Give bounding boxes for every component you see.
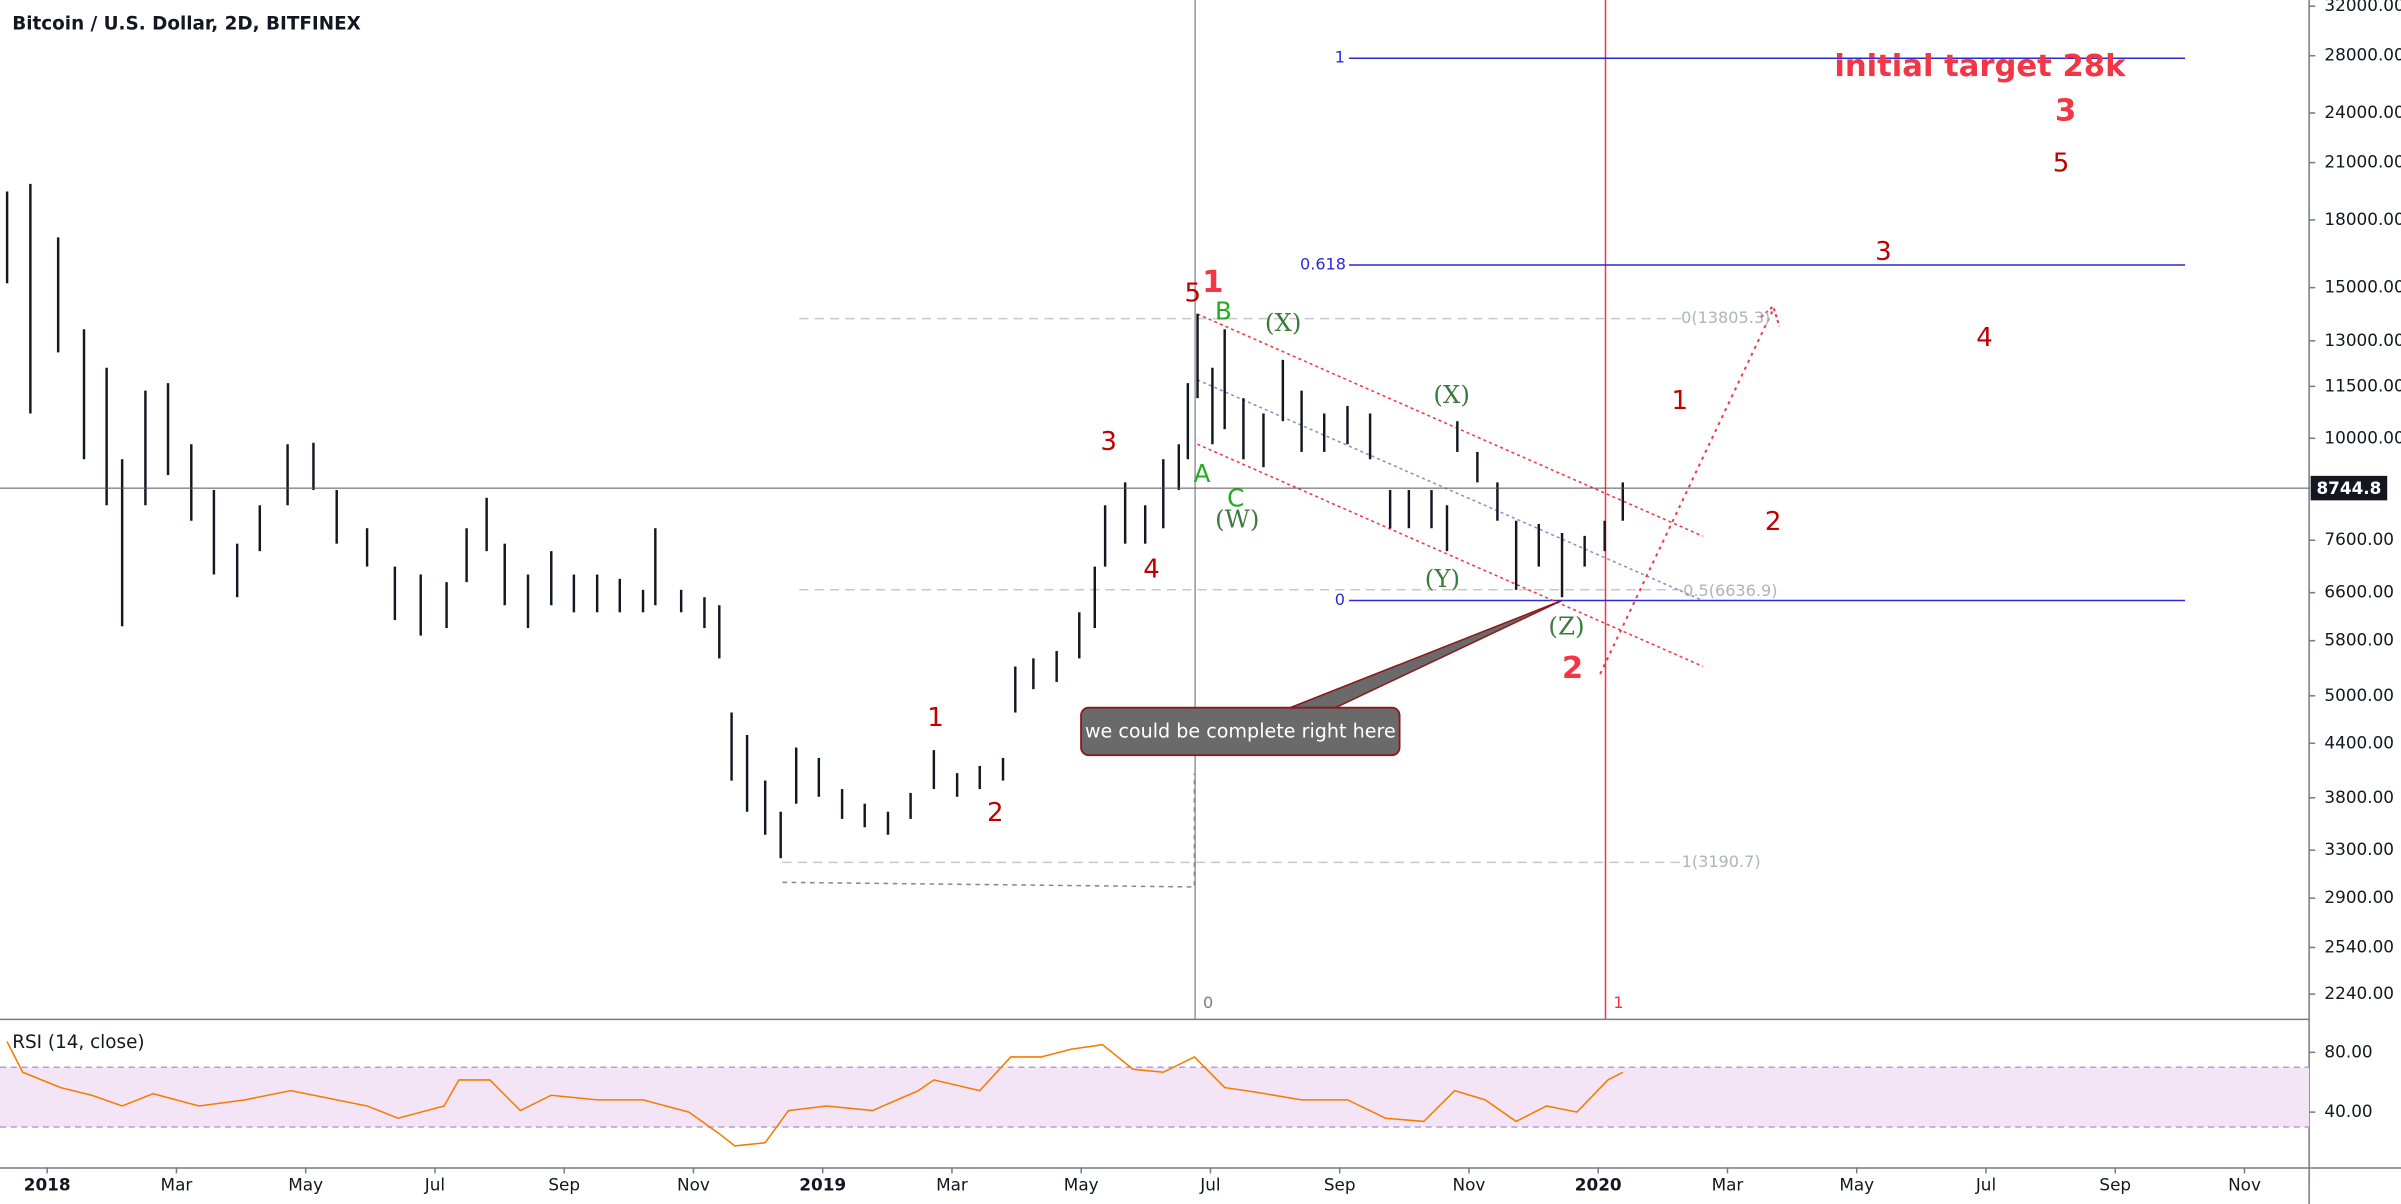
channel-line	[1197, 313, 1704, 537]
y-tick-label: 18000.00	[2324, 209, 2401, 229]
y-tick-label: 28000.00	[2324, 45, 2401, 65]
x-tick-label: May	[1839, 1175, 1874, 1195]
y-tick-label: 2900.00	[2324, 887, 2394, 907]
y-tick-label: 21000.00	[2324, 152, 2401, 172]
wave-label: C	[1227, 483, 1244, 512]
fib-label: 0.5(6636.9)	[1683, 581, 1777, 600]
y-tick-label: 7600.00	[2324, 529, 2394, 549]
vline-label: 1	[1613, 993, 1623, 1012]
y-tick-label: 11500.00	[2324, 375, 2401, 395]
wave-label: (Y)	[1425, 564, 1460, 593]
x-tick-label: Mar	[161, 1175, 193, 1195]
y-tick-label: 5000.00	[2324, 685, 2394, 705]
rsi-title: RSI (14, close)	[12, 1032, 144, 1053]
channel-line	[1197, 443, 1704, 668]
wave-label: (W)	[1215, 504, 1259, 533]
y-tick-label: 15000.00	[2324, 277, 2401, 297]
price-bars	[5, 183, 1625, 859]
last-price-label: 8744.8	[2316, 478, 2381, 498]
wave-label: initial target 28k	[1834, 49, 2126, 84]
dashed-connector	[782, 773, 1196, 888]
x-tick-label: Sep	[2099, 1175, 2131, 1195]
x-tick-label: Nov	[1453, 1175, 1486, 1195]
x-tick-label: Jul	[424, 1175, 445, 1195]
x-tick-label: 2018	[24, 1175, 71, 1195]
wave-label: 1	[927, 703, 944, 733]
y-tick-label: 40.00	[2324, 1101, 2372, 1121]
x-tick-label: Jul	[1975, 1175, 1996, 1195]
wave-label: 1	[1202, 265, 1223, 300]
x-tick-label: Nov	[677, 1175, 710, 1195]
fib-label: 1(3190.7)	[1682, 852, 1761, 871]
wave-label: 5	[2053, 148, 2070, 178]
fib-label: 0(13805.3)	[1681, 308, 1770, 327]
y-tick-label: 24000.00	[2324, 102, 2401, 122]
x-tick-label: Jul	[1199, 1175, 1220, 1195]
y-tick-label: 10000.00	[2324, 427, 2401, 447]
x-tick-label: Sep	[548, 1175, 580, 1195]
wave-label: (X)	[1265, 308, 1302, 337]
y-tick-label: 6600.00	[2324, 582, 2394, 602]
y-tick-label: 2540.00	[2324, 936, 2394, 956]
wave-label: 1	[1672, 386, 1689, 416]
fib-label: 1	[1335, 48, 1345, 67]
wave-label: (Z)	[1548, 612, 1584, 641]
x-tick-label: May	[1064, 1175, 1099, 1195]
x-tick-label: Nov	[2228, 1175, 2261, 1195]
wave-label: B	[1215, 296, 1232, 325]
wave-label: 3	[1875, 237, 1892, 267]
wave-label: A	[1194, 459, 1211, 488]
x-tick-label: Mar	[1712, 1175, 1744, 1195]
x-tick-label: Mar	[936, 1175, 968, 1195]
x-tick-label: 2020	[1575, 1175, 1622, 1195]
wave-label: (X)	[1433, 380, 1470, 409]
callout-text: we could be complete right here	[1085, 720, 1396, 743]
rsi-band	[0, 1067, 2310, 1128]
callout-box	[1080, 706, 1401, 757]
wave-label: 3	[1100, 427, 1117, 457]
fib-label: 0	[1335, 590, 1345, 609]
wave-label: 3	[2055, 93, 2076, 128]
wave-label: 5	[1185, 279, 1202, 309]
wave-label: 4	[1976, 323, 1993, 353]
y-tick-label: 2240.00	[2324, 983, 2394, 1003]
fib-label: 0.618	[1300, 255, 1346, 274]
y-tick-label: 4400.00	[2324, 732, 2394, 752]
wave-label: 2	[1765, 507, 1782, 537]
y-tick-label: 13000.00	[2324, 330, 2401, 350]
chart-title: Bitcoin / U.S. Dollar, 2D, BITFINEX	[12, 14, 361, 35]
last-price-box	[2310, 475, 2388, 501]
projection-arrow	[1599, 308, 1775, 675]
rsi-line	[6, 1041, 1624, 1147]
wave-label: 2	[987, 798, 1004, 828]
y-tick-label: 3300.00	[2324, 839, 2394, 859]
y-tick-label: 32000.00	[2324, 0, 2401, 15]
y-tick-label: 80.00	[2324, 1041, 2372, 1061]
wave-label: 4	[1143, 554, 1160, 584]
x-tick-label: Sep	[1324, 1175, 1356, 1195]
vline-label: 0	[1203, 993, 1213, 1012]
y-tick-label: 3800.00	[2324, 787, 2394, 807]
y-tick-label: 5800.00	[2324, 630, 2394, 650]
x-tick-label: May	[288, 1175, 323, 1195]
wave-label: 2	[1562, 651, 1583, 686]
x-tick-label: 2019	[799, 1175, 846, 1195]
